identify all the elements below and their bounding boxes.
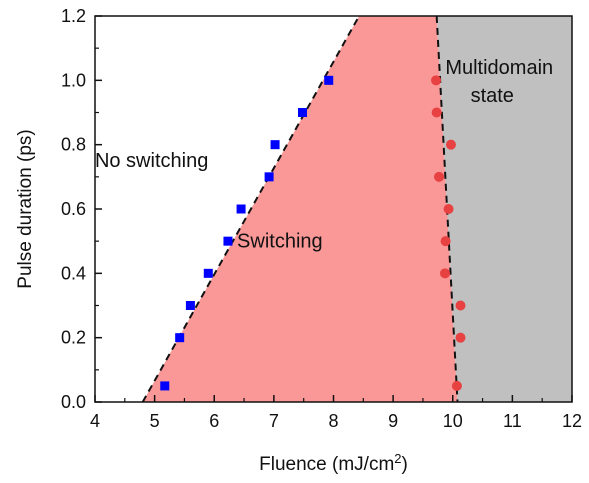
points-layer — [160, 75, 466, 391]
y-tick-label: 0.4 — [61, 263, 86, 283]
y-tick-label: 0.8 — [61, 135, 86, 155]
regions-layer — [142, 16, 572, 402]
data-point-circle — [440, 236, 451, 247]
y-tick-label: 1.0 — [61, 70, 86, 90]
data-point-circle — [445, 139, 456, 150]
region-label-switching: Switching — [237, 231, 323, 253]
data-point-square — [185, 301, 195, 310]
y-tick-label: 0.0 — [61, 392, 86, 412]
data-point-circle — [451, 380, 462, 391]
y-tick-label: 1.2 — [61, 6, 86, 26]
data-point-square — [297, 108, 307, 117]
data-point-square — [264, 172, 274, 182]
x-tick-label: 9 — [388, 411, 398, 431]
y-tick-label: 0.2 — [61, 328, 86, 348]
data-point-square — [175, 333, 185, 343]
x-tick-label: 7 — [269, 411, 279, 431]
data-point-square — [236, 204, 246, 214]
data-point-circle — [455, 300, 466, 311]
region-label-multidomain: Multidomain — [445, 57, 553, 79]
labels-layer: Pulse duration (ps) Fluence (mJ/cm2) No … — [15, 57, 553, 475]
y-tick-label: 0.6 — [61, 199, 86, 219]
data-point-square — [160, 381, 170, 391]
data-point-square — [223, 236, 233, 246]
region-label-no-switching: No switching — [95, 150, 208, 172]
x-axis-label-close: ) — [402, 454, 408, 475]
x-axis-label-main: Fluence (mJ/cm — [259, 454, 394, 475]
data-point-square — [203, 268, 213, 278]
data-point-circle — [455, 332, 466, 343]
x-tick-label: 4 — [90, 411, 100, 431]
region-switching — [142, 16, 458, 402]
axes-layer: 4 5 6 7 8 9 10 11 12 0.0 0.2 0.4 0.6 0.8 1.0 1.2 — [61, 6, 582, 431]
x-tick-label: 11 — [503, 411, 522, 431]
x-axis-label-superscript: 2 — [394, 451, 401, 466]
x-tick-label: 10 — [443, 411, 463, 431]
region-multidomain — [436, 16, 572, 402]
data-point-square — [324, 75, 334, 85]
data-point-circle — [443, 204, 454, 214]
data-point-circle — [439, 268, 450, 279]
x-tick-label: 8 — [328, 411, 338, 431]
x-axis-label: Fluence (mJ/cm2) — [259, 451, 408, 476]
x-tick-label: 5 — [150, 411, 160, 431]
data-point-square — [270, 140, 280, 150]
y-axis-label: Pulse duration (ps) — [15, 129, 36, 288]
x-tick-label: 12 — [562, 411, 582, 431]
region-label-state: state — [471, 85, 514, 107]
data-point-circle — [434, 171, 445, 182]
data-point-circle — [431, 107, 442, 118]
x-tick-label: 6 — [209, 411, 219, 431]
data-point-circle — [431, 75, 442, 86]
